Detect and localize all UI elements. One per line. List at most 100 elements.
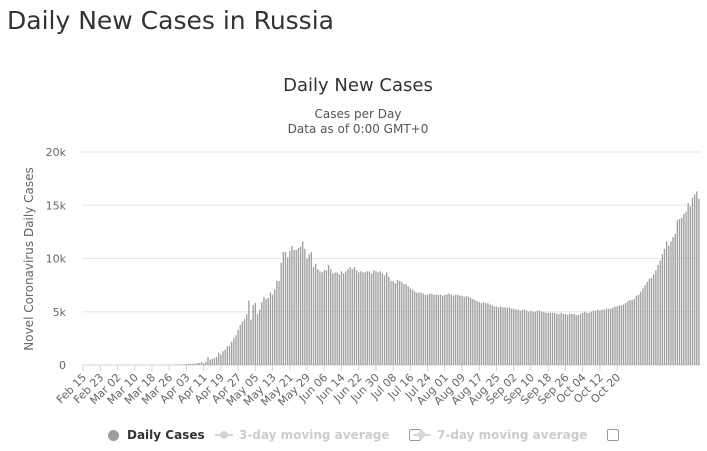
bar[interactable] — [618, 305, 620, 365]
bar[interactable] — [631, 300, 633, 365]
bar[interactable] — [269, 292, 272, 365]
bar[interactable] — [243, 319, 246, 365]
bar[interactable] — [327, 264, 330, 365]
bar[interactable] — [691, 197, 694, 365]
bar[interactable] — [392, 280, 394, 365]
bar[interactable] — [362, 272, 364, 365]
bar[interactable] — [194, 363, 196, 365]
bar[interactable] — [265, 298, 267, 365]
bar[interactable] — [422, 293, 424, 365]
bar[interactable] — [319, 271, 321, 365]
bar[interactable] — [181, 364, 183, 365]
bar[interactable] — [183, 364, 185, 365]
bar[interactable] — [239, 325, 241, 365]
bar[interactable] — [334, 272, 336, 365]
bar[interactable] — [258, 309, 261, 365]
bar[interactable] — [616, 306, 618, 365]
bar[interactable] — [293, 249, 295, 365]
bar[interactable] — [612, 307, 614, 365]
bar[interactable] — [601, 309, 603, 365]
bar[interactable] — [519, 310, 521, 365]
bar[interactable] — [489, 304, 491, 365]
bar[interactable] — [642, 288, 644, 365]
bar[interactable] — [528, 311, 530, 365]
bar[interactable] — [646, 281, 648, 365]
bar[interactable] — [588, 312, 590, 365]
bar[interactable] — [657, 264, 659, 365]
bar[interactable] — [207, 356, 209, 365]
bar[interactable] — [696, 191, 698, 365]
bar[interactable] — [467, 296, 470, 365]
bar[interactable] — [342, 273, 345, 365]
bar[interactable] — [498, 307, 500, 365]
bar[interactable] — [571, 313, 573, 365]
bar[interactable] — [607, 308, 610, 365]
bar[interactable] — [396, 279, 399, 365]
bar[interactable] — [353, 267, 356, 365]
bar[interactable] — [228, 346, 231, 365]
bar[interactable] — [536, 310, 539, 365]
bar[interactable] — [556, 313, 558, 365]
bar[interactable] — [450, 294, 452, 365]
bar[interactable] — [407, 286, 409, 365]
bar[interactable] — [452, 295, 455, 365]
bar[interactable] — [306, 258, 308, 366]
bar[interactable] — [594, 310, 597, 365]
bar[interactable] — [360, 271, 362, 365]
bar[interactable] — [317, 269, 319, 365]
legend-item-3-day-average[interactable]: 3-day moving average — [215, 428, 422, 442]
bar[interactable] — [381, 273, 384, 365]
bar[interactable] — [500, 306, 502, 365]
bar[interactable] — [502, 307, 504, 365]
bar[interactable] — [286, 257, 289, 365]
bar[interactable] — [373, 270, 375, 365]
bar[interactable] — [218, 352, 220, 365]
bar[interactable] — [347, 269, 349, 365]
bar[interactable] — [575, 314, 577, 365]
bar[interactable] — [280, 262, 282, 365]
bar[interactable] — [355, 270, 358, 365]
bar[interactable] — [640, 291, 642, 365]
bar[interactable] — [599, 310, 601, 365]
bar[interactable] — [241, 321, 244, 365]
bar[interactable] — [545, 312, 547, 365]
bar[interactable] — [644, 285, 646, 366]
bar[interactable] — [635, 295, 638, 365]
bar[interactable] — [185, 364, 188, 365]
bar[interactable] — [276, 280, 278, 365]
bar[interactable] — [633, 298, 635, 365]
bar[interactable] — [530, 310, 532, 365]
bar[interactable] — [605, 308, 607, 365]
bar[interactable] — [487, 303, 489, 365]
bar[interactable] — [665, 241, 668, 365]
bar[interactable] — [653, 274, 655, 365]
bar[interactable] — [409, 288, 412, 365]
bar[interactable] — [235, 335, 237, 365]
bar[interactable] — [202, 363, 205, 365]
bar[interactable] — [622, 304, 625, 365]
bar[interactable] — [521, 309, 524, 365]
bar[interactable] — [312, 267, 315, 365]
bar[interactable] — [689, 206, 691, 365]
bar[interactable] — [364, 272, 366, 365]
bar[interactable] — [302, 241, 304, 365]
bar[interactable] — [250, 319, 252, 365]
bar[interactable] — [659, 260, 661, 365]
bar[interactable] — [368, 271, 371, 365]
bar[interactable] — [597, 309, 599, 365]
bar[interactable] — [523, 309, 526, 365]
bar[interactable] — [351, 269, 353, 365]
bar[interactable] — [205, 361, 207, 365]
legend-item-7-day-average[interactable]: 7-day moving average — [413, 428, 620, 442]
bar[interactable] — [515, 309, 517, 365]
bar[interactable] — [474, 300, 476, 365]
legend-item-daily-cases[interactable]: Daily Cases — [108, 428, 205, 442]
bar[interactable] — [683, 213, 685, 365]
bar[interactable] — [370, 273, 373, 365]
bar[interactable] — [233, 337, 235, 365]
bar[interactable] — [482, 302, 485, 365]
bar[interactable] — [291, 245, 293, 365]
bar[interactable] — [586, 312, 588, 365]
bar[interactable] — [200, 362, 203, 365]
bar[interactable] — [446, 294, 448, 365]
